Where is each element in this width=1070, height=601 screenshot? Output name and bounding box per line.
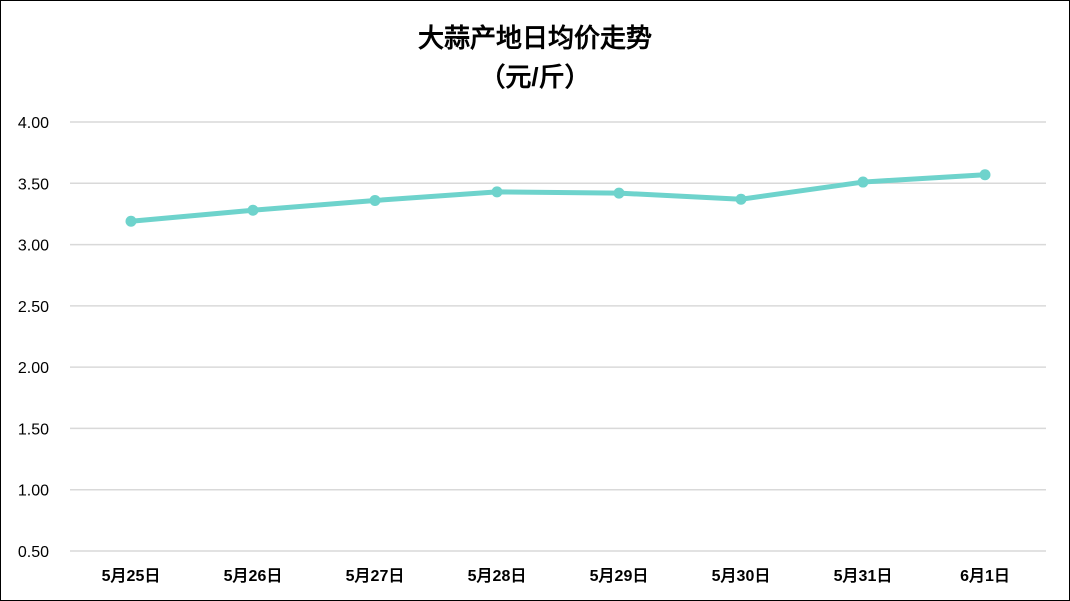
data-point [369, 194, 381, 206]
y-tick-label: 0.50 [18, 544, 49, 561]
x-tick-label: 5月31日 [834, 567, 893, 585]
data-point [613, 187, 625, 199]
data-point [735, 193, 747, 205]
data-point [247, 204, 259, 216]
y-tick-label: 1.50 [18, 421, 49, 438]
series-line [128, 172, 988, 224]
x-tick-label: 5月28日 [468, 567, 527, 585]
data-point [979, 169, 991, 181]
x-tick-label: 5月29日 [590, 567, 649, 585]
x-tick-label: 5月27日 [346, 567, 405, 585]
y-tick-label: 3.50 [18, 176, 49, 193]
y-tick-label: 2.50 [18, 299, 49, 316]
x-tick-label: 5月25日 [102, 567, 161, 585]
y-tick-label: 4.00 [18, 115, 49, 132]
y-tick-label: 1.00 [18, 483, 49, 500]
chart-subtitle: （元/斤） [479, 62, 590, 92]
y-tick-label: 2.00 [18, 360, 49, 377]
chart-title: 大蒜产地日均价走势 [418, 23, 652, 53]
y-tick-label: 3.00 [18, 238, 49, 255]
data-point [125, 215, 137, 227]
x-tick-label: 6月1日 [960, 567, 1010, 585]
x-tick-label: 5月26日 [224, 567, 283, 585]
data-point [857, 176, 869, 188]
data-point [491, 186, 503, 198]
x-tick-label: 5月30日 [712, 567, 771, 585]
